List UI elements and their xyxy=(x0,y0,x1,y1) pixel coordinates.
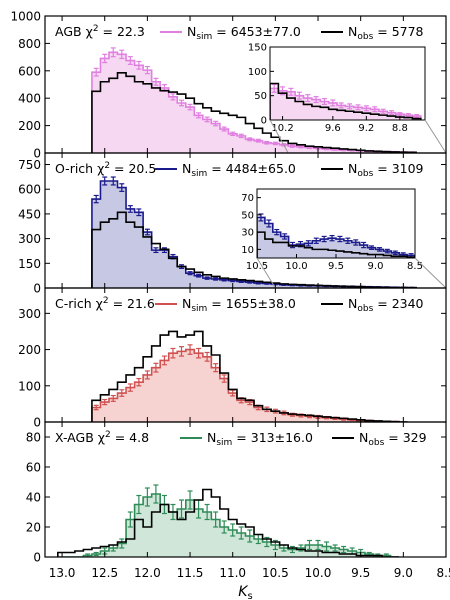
x-tick-label: 12.0 xyxy=(134,566,161,580)
y-tick-label: 750 xyxy=(18,158,41,172)
inset-y-tick-label: 10 xyxy=(241,245,254,256)
y-tick-label: 0 xyxy=(33,282,41,296)
y-tick-label: 0 xyxy=(33,551,41,565)
plot-area xyxy=(91,176,417,288)
legend-obs-label: Nobs = 3109 xyxy=(348,161,424,179)
panel-label: O-rich χ2 = 20.5 xyxy=(55,161,156,176)
inset-y-tick-label: 150 xyxy=(248,43,267,54)
inset-connector xyxy=(256,257,276,289)
inset-y-tick-label: 70 xyxy=(241,193,254,204)
obs-line xyxy=(91,72,417,153)
inset-x-tick-label: 9.5 xyxy=(328,261,344,272)
legend-obs-label: Nobs = 5778 xyxy=(348,24,424,42)
y-tick-label: 200 xyxy=(18,343,41,357)
x-tick-label: 10.5 xyxy=(262,566,289,580)
x-axis-title: Ks xyxy=(238,584,252,600)
inset-x-tick-label: 9.2 xyxy=(358,123,374,134)
panel-label: C-rich χ2 = 21.6 xyxy=(55,296,155,311)
inset-x-tick-label: 8.5 xyxy=(407,261,423,272)
panel-label: AGB χ2 = 22.3 xyxy=(55,24,145,39)
x-tick-label: 8.5 xyxy=(436,566,450,580)
inset-y-tick-label: 30 xyxy=(241,228,254,239)
x-tick-label: 9.0 xyxy=(394,566,413,580)
inset-x-tick-label: 10.0 xyxy=(285,261,307,272)
y-tick-label: 400 xyxy=(18,92,41,106)
inset-y-tick-label: 50 xyxy=(241,210,254,221)
inset-x-tick-label: 9.6 xyxy=(325,123,341,134)
inset-border xyxy=(269,46,426,121)
y-tick-label: 450 xyxy=(18,207,41,221)
inset-plot-area xyxy=(257,213,415,258)
x-tick-label: 11.5 xyxy=(177,566,204,580)
legend-sim-label: Nsim = 1655±38.0 xyxy=(182,296,296,314)
inset-sim-line xyxy=(270,87,422,120)
y-tick-label: 800 xyxy=(18,37,41,51)
legend-obs-label: Nobs = 2340 xyxy=(348,296,424,314)
x-tick-label: 12.5 xyxy=(91,566,118,580)
panel-label: X-AGB χ2 = 4.8 xyxy=(55,430,149,445)
y-tick-label: 60 xyxy=(26,461,41,475)
y-tick-label: 100 xyxy=(18,379,41,393)
y-tick-label: 80 xyxy=(26,431,41,445)
inset-y-tick-label: 0 xyxy=(261,116,267,127)
inset-agb: 0 50 100 150 10.2 9.6 9.2 8.8 xyxy=(248,43,426,134)
y-tick-label: 20 xyxy=(26,521,41,535)
inset-x-tick-label: 10.2 xyxy=(271,123,293,134)
x-tick-label: 9.5 xyxy=(351,566,370,580)
y-tick-label: 0 xyxy=(33,416,41,430)
sim-fill xyxy=(91,180,417,288)
x-tick-label: 11.0 xyxy=(219,566,246,580)
plot-area xyxy=(57,484,400,557)
y-tick-label: 40 xyxy=(26,491,41,505)
inset-y-tick-label: 50 xyxy=(254,91,267,102)
y-tick-label: 600 xyxy=(18,64,41,78)
y-tick-label: 0 xyxy=(33,147,41,161)
legend-sim-label: Nsim = 6453±77.0 xyxy=(187,24,301,42)
obs-line xyxy=(57,488,400,557)
inset-connector xyxy=(414,257,447,289)
inset-border xyxy=(256,188,416,259)
x-tick-label: 10.0 xyxy=(305,566,332,580)
panel-x-agb: 0 20 40 60 80 X-AGB χ2 = 4.8 Nsim = 313±16.0 No… xyxy=(26,421,447,565)
inset-obs-line xyxy=(257,231,415,258)
sim-line xyxy=(57,493,400,557)
inset-x-tick-label: 10.5 xyxy=(246,261,268,272)
panel-border xyxy=(44,421,447,558)
panel-o-rich: 0 150 300 450 600 750 O-rich χ2 = 20.5 Nsim = 4… xyxy=(18,152,447,296)
panel-c-rich: 0 100 200 300 C-rich χ2 = 21.6 Nsim = 1655±38… xyxy=(18,287,447,430)
inset-plot-area xyxy=(270,82,422,120)
inset-connector xyxy=(424,119,447,154)
obs-line xyxy=(91,211,417,288)
inset-y-tick-label: 100 xyxy=(248,67,267,78)
inset-connector xyxy=(269,119,289,154)
y-tick-label: 1000 xyxy=(10,10,41,24)
y-tick-label: 150 xyxy=(18,257,41,271)
y-tick-label: 600 xyxy=(18,183,41,197)
sim-fill xyxy=(91,52,417,153)
inset-sim-line xyxy=(257,216,415,258)
x-tick-label: 13.0 xyxy=(49,566,76,580)
y-tick-label: 300 xyxy=(18,307,41,321)
sim-fill xyxy=(91,349,408,422)
plot-area xyxy=(91,330,408,422)
inset-o-rich: 10 30 50 70 10.5 10.0 9.5 9.0 8.5 xyxy=(241,188,423,272)
legend-sim-label: Nsim = 313±16.0 xyxy=(207,430,313,448)
obs-line xyxy=(91,330,408,422)
legend-sim-label: Nsim = 4484±65.0 xyxy=(182,161,296,179)
sim-fill xyxy=(57,494,400,557)
legend-obs-label: Nobs = 329 xyxy=(359,430,427,448)
inset-obs-line xyxy=(270,82,422,120)
y-tick-label: 200 xyxy=(18,119,41,133)
inset-x-tick-label: 9.0 xyxy=(368,261,384,272)
y-tick-label: 300 xyxy=(18,232,41,246)
inset-x-tick-label: 8.8 xyxy=(392,123,408,134)
plot-area xyxy=(91,47,417,153)
